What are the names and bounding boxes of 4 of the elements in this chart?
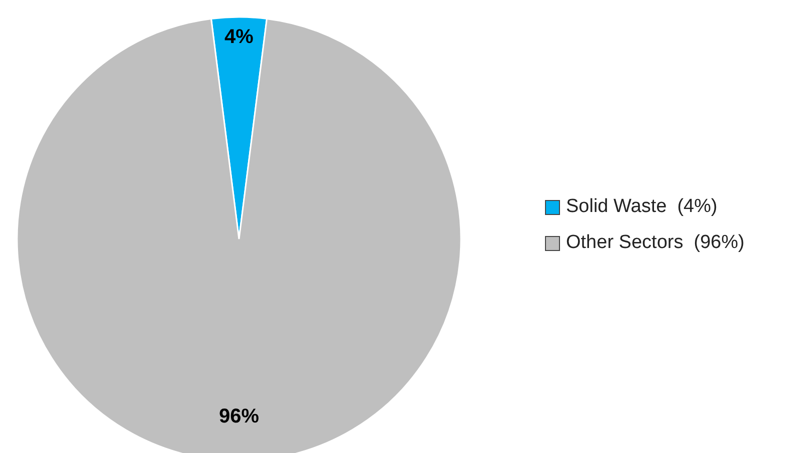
legend-label: Solid Waste (4%) — [566, 196, 718, 218]
data-label: 96% — [218, 406, 260, 428]
legend-label: Other Sectors (96%) — [566, 232, 744, 254]
data-label: 4% — [224, 26, 254, 48]
